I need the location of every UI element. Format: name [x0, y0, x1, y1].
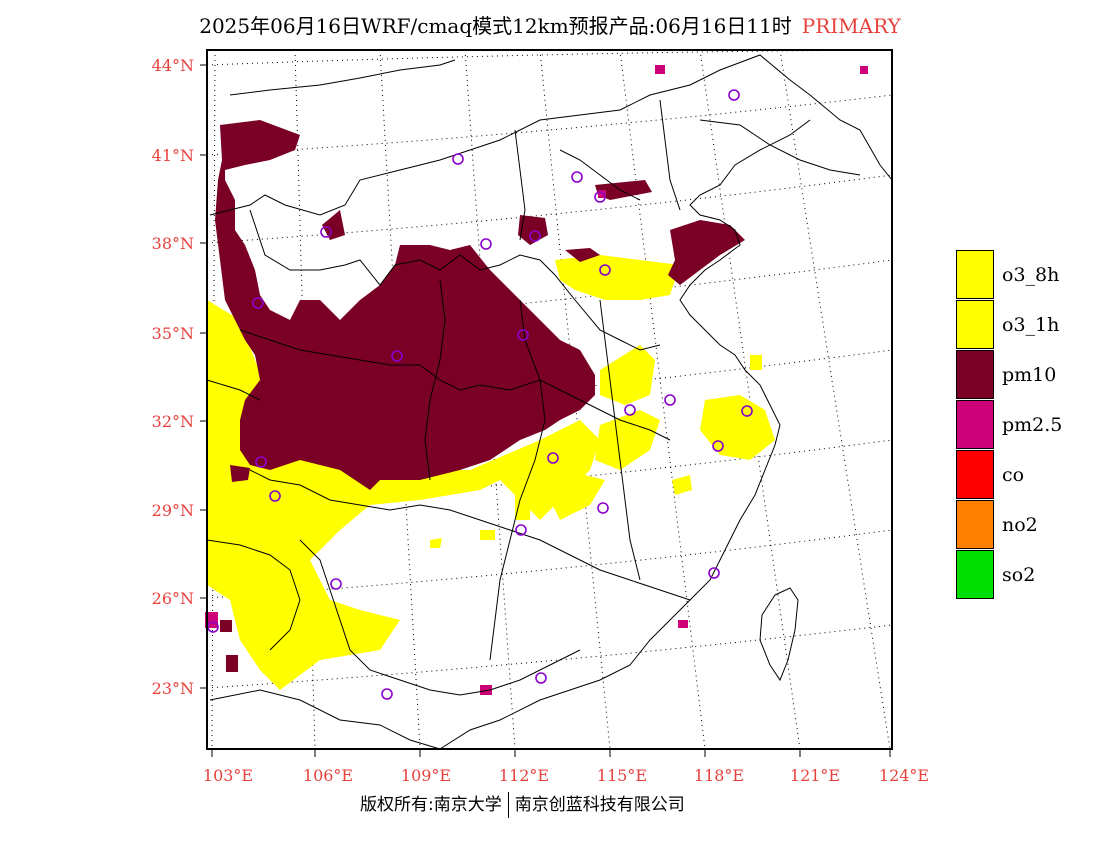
- o3-regions: [207, 255, 775, 690]
- legend-label: o3_8h: [1002, 264, 1060, 286]
- lon-label: 109°E: [401, 766, 451, 785]
- legend-swatch: [956, 550, 994, 599]
- legend-item-pm10: pm10: [956, 350, 1096, 400]
- station-marker: [741, 405, 753, 417]
- station-marker: [452, 153, 464, 165]
- station-marker: [255, 456, 267, 468]
- legend-item-o3-8h: o3_8h: [956, 250, 1096, 300]
- station-marker: [664, 394, 676, 406]
- lon-label: 112°E: [499, 766, 549, 785]
- pm10-regions: [215, 120, 745, 672]
- station-marker: [252, 297, 264, 309]
- lat-labels: 44°N 41°N 38°N 35°N 32°N 29°N 26°N 23°N: [152, 56, 194, 698]
- station-marker: [594, 191, 606, 203]
- legend-item-co: co: [956, 450, 1096, 500]
- station-marker: [535, 672, 547, 684]
- map-title: 2025年06月16日WRF/cmaq模式12km预报产品:06月16日11时 P…: [0, 10, 1100, 39]
- legend-swatch: [956, 300, 994, 349]
- forecast-map: 44°N 41°N 38°N 35°N 32°N 29°N 26°N 23°N …: [152, 49, 929, 785]
- station-marker: [529, 230, 541, 242]
- title-main: 2025年06月16日WRF/cmaq模式12km预报产品:06月16日11时: [199, 14, 792, 38]
- lon-labels: 103°E 106°E 109°E 112°E 115°E 118°E 121°…: [203, 766, 929, 785]
- boundaries: [206, 54, 893, 750]
- lat-label: 26°N: [152, 589, 194, 608]
- footer-divider: [507, 792, 509, 818]
- station-marker: [712, 440, 724, 452]
- pm25-regions: [205, 65, 868, 695]
- station-marker: [517, 329, 529, 341]
- legend-swatch: [956, 400, 994, 449]
- station-marker: [515, 524, 527, 536]
- station-marker: [571, 171, 583, 183]
- legend-item-pm25: pm2.5: [956, 400, 1096, 450]
- lat-label: 29°N: [152, 501, 194, 520]
- copyright-footer: 版权所有:南京大学 南京创蓝科技有限公司: [360, 790, 685, 818]
- station-marker: [547, 452, 559, 464]
- legend-swatch: [956, 250, 994, 299]
- lon-label: 106°E: [303, 766, 353, 785]
- monitoring-stations: [207, 89, 753, 700]
- lon-label: 115°E: [597, 766, 647, 785]
- legend-label: so2: [1002, 564, 1036, 586]
- legend-label: co: [1002, 464, 1025, 486]
- station-marker: [269, 490, 281, 502]
- legend-label: pm2.5: [1002, 414, 1063, 436]
- station-marker: [330, 578, 342, 590]
- legend-swatch: [956, 450, 994, 499]
- footer-left: 版权所有:南京大学: [360, 795, 502, 815]
- legend-label: pm10: [1002, 364, 1057, 386]
- lat-label: 23°N: [152, 679, 194, 698]
- legend-label: no2: [1002, 514, 1038, 536]
- lon-label: 103°E: [203, 766, 253, 785]
- station-marker: [480, 238, 492, 250]
- title-tag: PRIMARY: [801, 14, 901, 38]
- pollutant-legend: o3_8h o3_1h pm10 pm2.5 co no2 so2: [956, 250, 1096, 600]
- legend-swatch: [956, 350, 994, 399]
- lat-label: 44°N: [152, 56, 194, 75]
- lat-axis: [200, 64, 207, 689]
- lon-axis: [211, 749, 891, 757]
- legend-swatch: [956, 500, 994, 549]
- station-marker: [708, 567, 720, 579]
- plot-frame: [206, 49, 893, 750]
- legend-label: o3_1h: [1002, 314, 1060, 336]
- lat-label: 38°N: [152, 234, 194, 253]
- lat-label: 41°N: [152, 146, 194, 165]
- station-marker: [728, 89, 740, 101]
- lon-label: 118°E: [694, 766, 744, 785]
- station-marker: [391, 350, 403, 362]
- station-marker: [624, 404, 636, 416]
- legend-item-o3-1h: o3_1h: [956, 300, 1096, 350]
- legend-item-no2: no2: [956, 500, 1096, 550]
- station-marker: [597, 502, 609, 514]
- station-marker: [381, 688, 393, 700]
- legend-item-so2: so2: [956, 550, 1096, 600]
- lon-label: 121°E: [790, 766, 840, 785]
- lon-label: 124°E: [879, 766, 929, 785]
- lat-label: 35°N: [152, 324, 194, 343]
- station-marker: [320, 226, 332, 238]
- footer-right: 南京创蓝科技有限公司: [514, 795, 685, 815]
- station-marker: [599, 264, 611, 276]
- lat-label: 32°N: [152, 412, 194, 431]
